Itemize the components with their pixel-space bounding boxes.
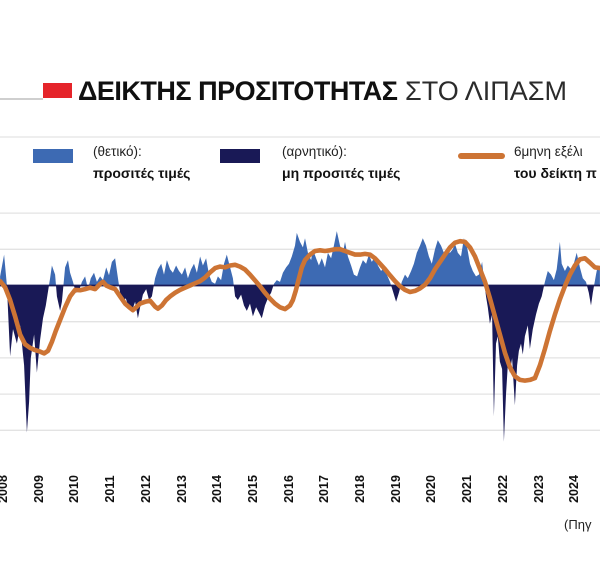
source-note: (Πηγ [564, 517, 592, 532]
legend-negative-swatch [220, 149, 260, 163]
page-title-suffix: ΣΤΟ ΛΙΠΑΣΜ [397, 76, 567, 106]
legend-trendline-qualifier: 6μηνη εξέλι [514, 144, 583, 159]
x-axis-label: 2023 [531, 475, 546, 503]
x-axis-label: 2022 [495, 475, 510, 503]
legend-negative-label: μη προσιτές τιμές [282, 165, 401, 181]
x-axis-label: 2014 [210, 475, 225, 503]
legend-positive-label: προσιτές τιμές [93, 165, 191, 181]
x-axis-label: 2012 [138, 475, 153, 503]
x-axis-label: 2020 [424, 475, 439, 503]
x-axis-label: 2013 [174, 475, 189, 503]
legend-trendline-swatch [458, 153, 505, 159]
x-axis-label: 2021 [460, 475, 475, 503]
legend-negative-qualifier: (αρνητικό): [282, 144, 347, 159]
x-axis-label: 2011 [103, 475, 118, 503]
x-axis-label: 2010 [67, 475, 82, 503]
x-axis-label: 2024 [567, 475, 582, 503]
x-axis-label: 2018 [353, 475, 367, 503]
x-axis-label: 2015 [245, 475, 260, 503]
legend-trendline-label: του δείκτη π [514, 165, 597, 181]
red-rectangle-marker-icon [43, 83, 72, 98]
x-axis-label: 2017 [317, 475, 332, 503]
title-rule [0, 98, 43, 100]
page-title-main: ΔΕΙΚΤΗΣ ΠΡΟΣΙΤΟΤΗΤΑΣ [78, 76, 398, 106]
x-axis-label: 2016 [281, 475, 296, 503]
legend-positive-qualifier: (θετικό): [93, 144, 142, 159]
x-axis-label: 2008 [0, 475, 10, 503]
x-axis-label: 2019 [388, 475, 403, 503]
legend-positive-swatch [33, 149, 73, 163]
x-axis-label: 2009 [31, 475, 46, 503]
page-title: ΔΕΙΚΤΗΣ ΠΡΟΣΙΤΟΤΗΤΑΣ ΣΤΟ ΛΙΠΑΣΜ [78, 76, 567, 106]
